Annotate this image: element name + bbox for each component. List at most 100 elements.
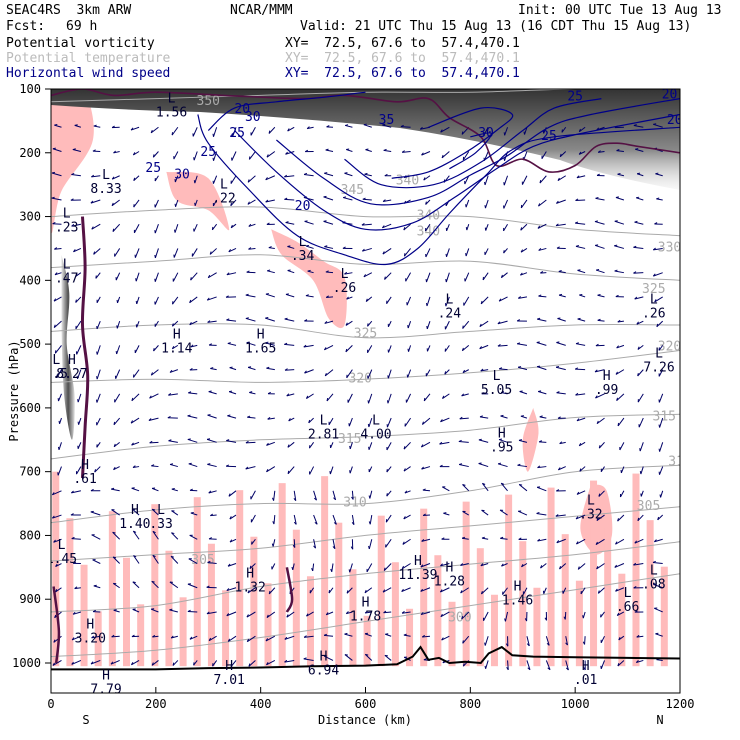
wind-arrow-732 [653,583,663,589]
wind-arrow-520 [478,462,489,468]
wind-arrow-210 [230,199,237,207]
wind-arrow-409 [383,563,392,572]
theta-label-10: 315 [338,432,361,447]
wind-arrow-657 [598,441,605,449]
hl-value-13: 7.26 [643,361,674,376]
theta-label-4: 340 [417,225,440,240]
north-label: N [656,713,663,727]
wind-arrow-582 [538,294,547,298]
hl-value-1: 8.33 [90,182,121,197]
wind-arrow-351 [344,271,353,275]
surface-line [51,645,680,671]
hl-marker-19: H [81,458,89,473]
wind-arrow-209 [230,175,237,184]
pv-column-19 [321,476,329,667]
wind-arrow-470 [444,369,450,375]
wind-arrow-592 [537,538,547,542]
theta-label-3: 340 [417,209,440,224]
wind-arrow-366 [344,632,353,637]
wind-arrow-489 [464,272,470,282]
hl-marker-16: L [320,414,328,429]
wind-arrow-193 [208,343,217,346]
hl-marker-0: L [168,92,176,107]
wind-arrow-433 [401,587,411,593]
wind-arrow-705 [640,490,644,497]
pv-column-7 [151,504,159,667]
theta-line-7 [51,506,680,562]
wind-contour-2 [276,98,680,206]
wind-arrow-169 [189,320,198,326]
wind-arrow-158 [169,608,178,613]
wind-arrow-377 [367,345,373,353]
wind-arrow-115 [150,126,159,134]
wind-arrow-689 [617,660,625,667]
wind-arrow-220 [226,439,237,443]
wind-arrow-58 [96,417,101,426]
hl-value-6: .47 [55,271,78,286]
wind-arrow-312 [309,442,315,449]
wind-arrow-168 [189,296,198,304]
wind-arrow-240 [247,366,256,371]
wind-arrow-245 [250,490,256,500]
wind-contour-4 [391,107,514,179]
wind-arrow-709 [633,586,644,589]
hl-value-20: .32 [579,507,602,522]
wind-arrow-283 [285,293,295,298]
hl-value-24: 11.39 [398,568,437,583]
pv-column-32 [505,494,513,667]
wind-arrow-395 [381,223,392,229]
wind-arrow-730 [654,538,663,543]
wind-arrow-99 [135,296,140,305]
hl-marker-18: H [498,426,506,441]
wind-arrow-594 [542,587,547,594]
wind-arrow-614 [555,514,566,517]
wind-arrow-453 [422,513,431,517]
wind-arrow-401 [387,369,392,379]
wind-arrow-415 [401,150,411,153]
wind-arrow-43 [72,611,82,615]
pv-column-15 [264,583,272,667]
wind-arrow-8 [53,320,62,328]
wind-arrow-396 [382,248,392,255]
wind-arrow-207 [231,127,237,137]
wind-arrow-390 [364,653,373,661]
wind-arrow-90 [111,634,120,638]
wind-arrow-93 [132,151,140,156]
wind-arrow-57 [96,393,101,403]
wind-arrow-147 [171,344,179,350]
wind-arrow-651 [597,294,605,298]
wind-arrow-529 [503,127,509,136]
wind-arrow-92 [130,126,140,131]
wind-arrow-426 [404,417,411,427]
wind-arrow-77 [116,320,121,329]
pv-blob-0 [51,89,94,233]
wind-arrow-280 [285,221,295,225]
wind-arrow-388 [364,610,372,614]
wind-arrow-170 [190,344,198,348]
y-tick-label-2: 300 [19,210,41,224]
wind-arrow-626 [575,245,586,249]
pv-blob-4 [522,407,539,472]
wind-arrow-33 [76,369,82,379]
wind-arrow-212 [228,247,237,253]
hl-value-3: .23 [55,220,78,235]
wind-arrow-360 [351,490,354,500]
wind-arrow-39 [70,513,81,516]
wind-arrow-67 [91,635,101,639]
hl-marker-21: H [131,503,139,518]
wind-arrow-686 [615,587,625,592]
hl-marker-7: L [445,292,453,307]
wind-arrow-286 [284,368,295,371]
wind-arrow-511 [484,248,489,256]
field-xy-pv: XY= 72.5, 67.6 to 57.4,470.1 [285,36,520,51]
wind-arrow-124 [153,345,159,352]
wind-arrow-326 [323,220,334,225]
wind-arrow-691 [635,148,644,152]
wind-arrow-328 [325,270,334,274]
wind-arrow-41 [73,561,81,565]
wind-arrow-509 [484,199,489,209]
hl-marker-13: L [655,347,663,362]
hl-value-19: .61 [73,472,96,487]
theta-label-8: 320 [349,371,372,386]
wind-arrow-432 [401,563,411,570]
